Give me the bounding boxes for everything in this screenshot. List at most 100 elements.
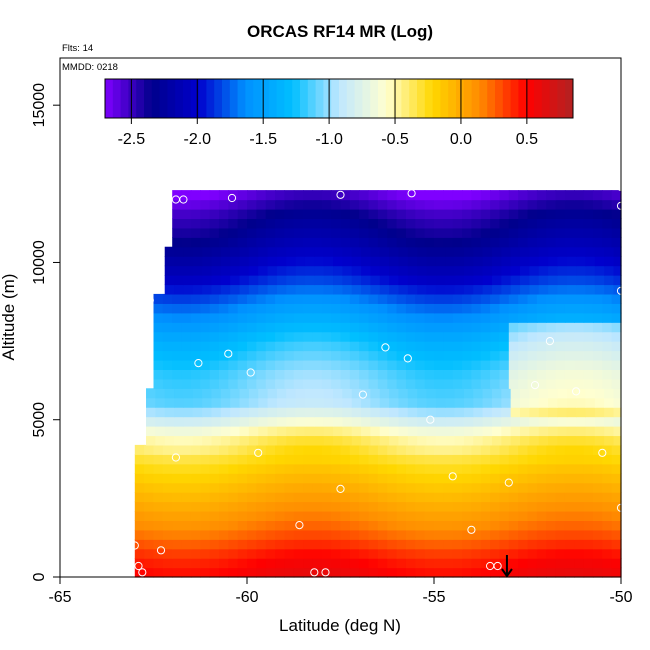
heatmap-cell <box>256 303 267 314</box>
heatmap-cell <box>602 190 613 201</box>
heatmap-cell <box>228 359 239 370</box>
heatmap-cell <box>508 369 519 380</box>
heatmap-cell <box>527 539 538 550</box>
heatmap-cell <box>508 501 519 512</box>
heatmap-cell <box>462 218 472 229</box>
heatmap-cell <box>434 331 444 342</box>
heatmap-cell <box>471 501 482 512</box>
heatmap-cell <box>293 520 304 531</box>
heatmap-cell <box>592 558 603 569</box>
heatmap-cell <box>415 501 426 512</box>
heatmap-cell <box>602 208 613 220</box>
y-axis-label: Altitude (m) <box>0 274 18 361</box>
heatmap-cell <box>426 416 437 427</box>
heatmap-cell <box>190 312 201 323</box>
heatmap-cell <box>144 454 155 465</box>
colorbar-swatch <box>378 79 387 118</box>
heatmap-cell <box>247 237 257 248</box>
heatmap-cell <box>518 558 529 569</box>
heatmap-cell <box>258 275 269 286</box>
heatmap-cell <box>518 378 529 389</box>
heatmap-cell <box>265 520 276 531</box>
heatmap-cell <box>508 510 519 521</box>
heatmap-cell <box>566 256 577 267</box>
sample-point <box>171 453 180 462</box>
heatmap-cell <box>583 378 594 389</box>
heatmap-cell <box>499 539 510 550</box>
heatmap-cell <box>331 227 342 238</box>
heatmap-cell <box>192 265 203 276</box>
heatmap-cell <box>284 199 295 210</box>
heatmap-cell <box>452 218 463 229</box>
heatmap-cell <box>331 303 342 314</box>
colorbar-swatch <box>198 79 207 118</box>
heatmap-cell <box>162 510 173 521</box>
heatmap-cell <box>499 492 510 503</box>
date-note: MMDD: 0218 <box>62 62 118 73</box>
heatmap-cell <box>237 293 248 304</box>
heatmap-cell <box>405 501 416 512</box>
heatmap-cell <box>349 293 360 304</box>
heatmap-cell <box>592 322 603 333</box>
heatmap-cell <box>443 454 454 465</box>
heatmap-cell <box>536 369 547 380</box>
heatmap-cell <box>209 482 220 493</box>
heatmap-cell <box>174 426 185 437</box>
heatmap-cell <box>284 190 295 201</box>
heatmap-cell <box>566 435 577 446</box>
heatmap-cell <box>546 529 557 540</box>
heatmap-cell <box>239 426 250 437</box>
heatmap-cell <box>434 227 444 238</box>
heatmap-cell <box>218 322 229 333</box>
heatmap-cell <box>592 190 603 201</box>
sample-point <box>336 190 345 199</box>
heatmap-cell <box>435 275 446 286</box>
heatmap-cell <box>508 529 519 540</box>
heatmap-cell <box>417 265 428 276</box>
heatmap-cell <box>267 388 278 399</box>
heatmap-cell <box>576 407 587 418</box>
heatmap-cell <box>520 265 530 276</box>
heatmap-cell <box>218 529 229 540</box>
heatmap-cell <box>527 520 538 531</box>
colorbar-swatch <box>214 79 223 118</box>
heatmap-cell <box>323 246 334 257</box>
heatmap-cell <box>340 378 351 389</box>
heatmap-cell <box>349 378 360 389</box>
heatmap-cell <box>303 529 314 540</box>
heatmap-cell <box>228 539 239 550</box>
heatmap-cell <box>181 548 192 559</box>
heatmap-cell <box>546 454 557 465</box>
heatmap-cell <box>387 350 398 361</box>
heatmap-cell <box>361 275 372 286</box>
heatmap-cell <box>209 529 220 540</box>
heatmap-cell <box>585 284 596 295</box>
heatmap-cell <box>445 435 456 446</box>
heatmap-cell <box>265 529 276 540</box>
heatmap-cell <box>424 520 435 531</box>
heatmap-cell <box>295 246 306 257</box>
heatmap-cell <box>209 199 220 210</box>
heatmap-cell <box>557 397 568 408</box>
heatmap-cell <box>462 482 472 493</box>
heatmap-cell <box>220 397 231 408</box>
heatmap-cell <box>228 548 239 559</box>
heatmap-cell <box>405 199 416 210</box>
heatmap-cell <box>211 435 222 446</box>
heatmap-cell <box>424 454 435 465</box>
heatmap-cell <box>174 284 185 295</box>
heatmap-cell <box>162 359 173 370</box>
heatmap-cell <box>462 369 472 380</box>
heatmap-cell <box>230 397 241 408</box>
heatmap-cell <box>153 312 164 323</box>
heatmap-cell <box>592 227 603 238</box>
heatmap-cell <box>209 293 220 304</box>
heatmap-cell <box>144 444 155 455</box>
heatmap-cell <box>228 529 239 540</box>
heatmap-cell <box>202 407 213 418</box>
heatmap-cell <box>370 426 381 437</box>
heatmap-cell <box>228 341 239 352</box>
heatmap-cell <box>303 303 314 314</box>
heatmap-cell <box>258 265 269 276</box>
heatmap-cell <box>134 482 145 493</box>
